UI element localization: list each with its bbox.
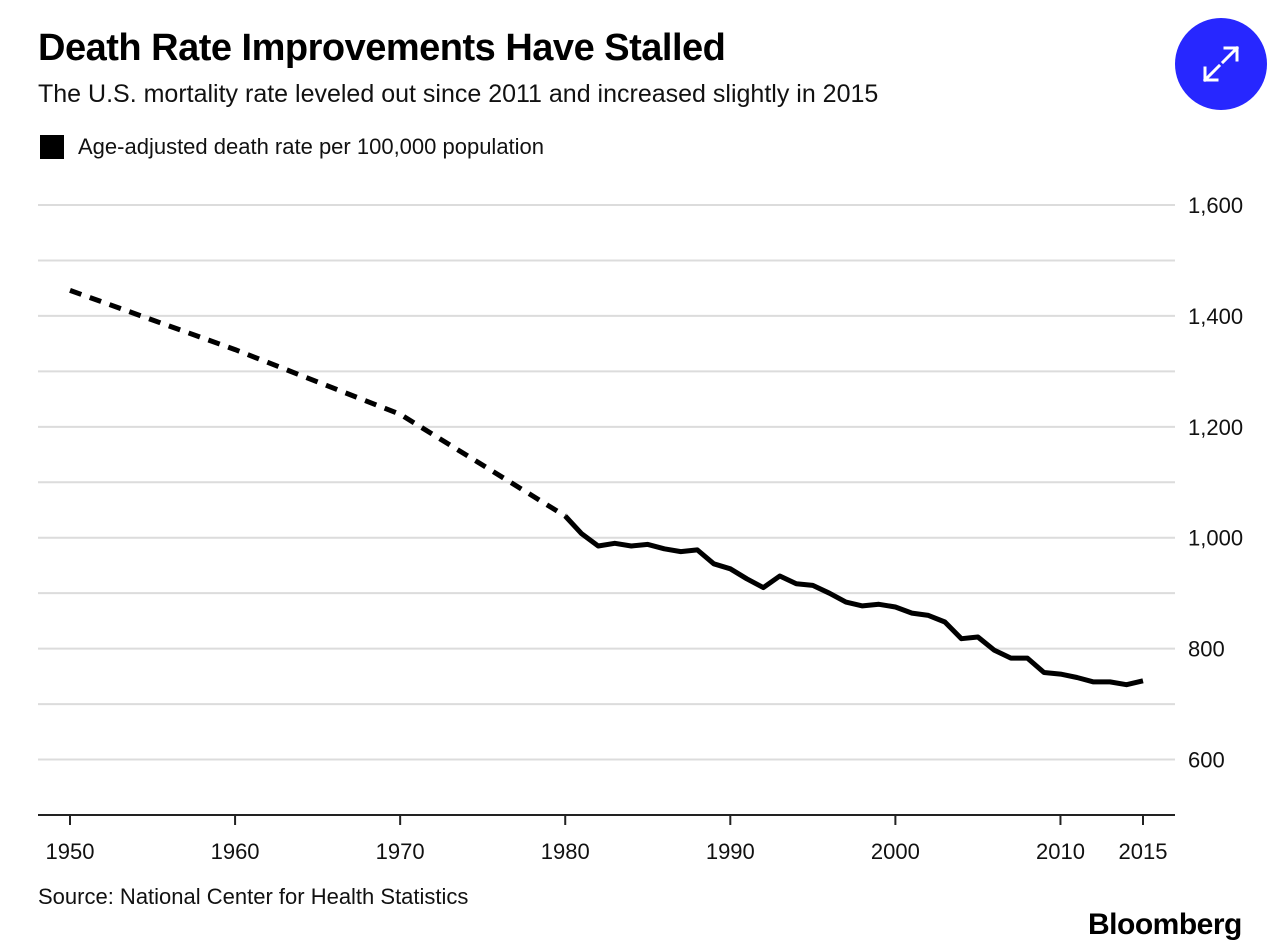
source-note: Source: National Center for Health Stati… <box>38 884 469 909</box>
x-tick-label: 2010 <box>1036 839 1085 864</box>
chart-subtitle: The U.S. mortality rate leveled out sinc… <box>38 80 879 108</box>
legend-swatch <box>40 135 64 159</box>
x-tick-label: 1990 <box>706 839 755 864</box>
x-tick-label: 2015 <box>1119 839 1168 864</box>
x-tick-label: 1970 <box>376 839 425 864</box>
line-chart: 600 800 1,000 1,200 1,400 1,600 1950 1960 1970 19… <box>38 193 1243 864</box>
x-tick-label: 1950 <box>46 839 95 864</box>
y-tick-label: 600 <box>1188 748 1225 773</box>
series-line-dashed <box>69 288 567 519</box>
y-tick-label: 800 <box>1188 637 1225 662</box>
x-tick-label: 1980 <box>541 839 590 864</box>
y-tick-label: 1,200 <box>1188 415 1243 440</box>
expand-arrows-icon <box>1202 45 1240 83</box>
legend-label: Age-adjusted death rate per 100,000 popu… <box>78 134 545 159</box>
x-tick-label: 1960 <box>211 839 260 864</box>
chart-title: Death Rate Improvements Have Stalled <box>38 27 726 69</box>
y-tick-label: 1,400 <box>1188 304 1243 329</box>
y-tick-label: 1,000 <box>1188 526 1243 551</box>
series-line-solid <box>563 514 1144 688</box>
y-tick-label: 1,600 <box>1188 193 1243 218</box>
bloomberg-logo: Bloomberg <box>1088 908 1242 941</box>
x-tick-label: 2000 <box>871 839 920 864</box>
legend: Age-adjusted death rate per 100,000 popu… <box>40 134 544 160</box>
expand-button[interactable] <box>1175 18 1267 110</box>
